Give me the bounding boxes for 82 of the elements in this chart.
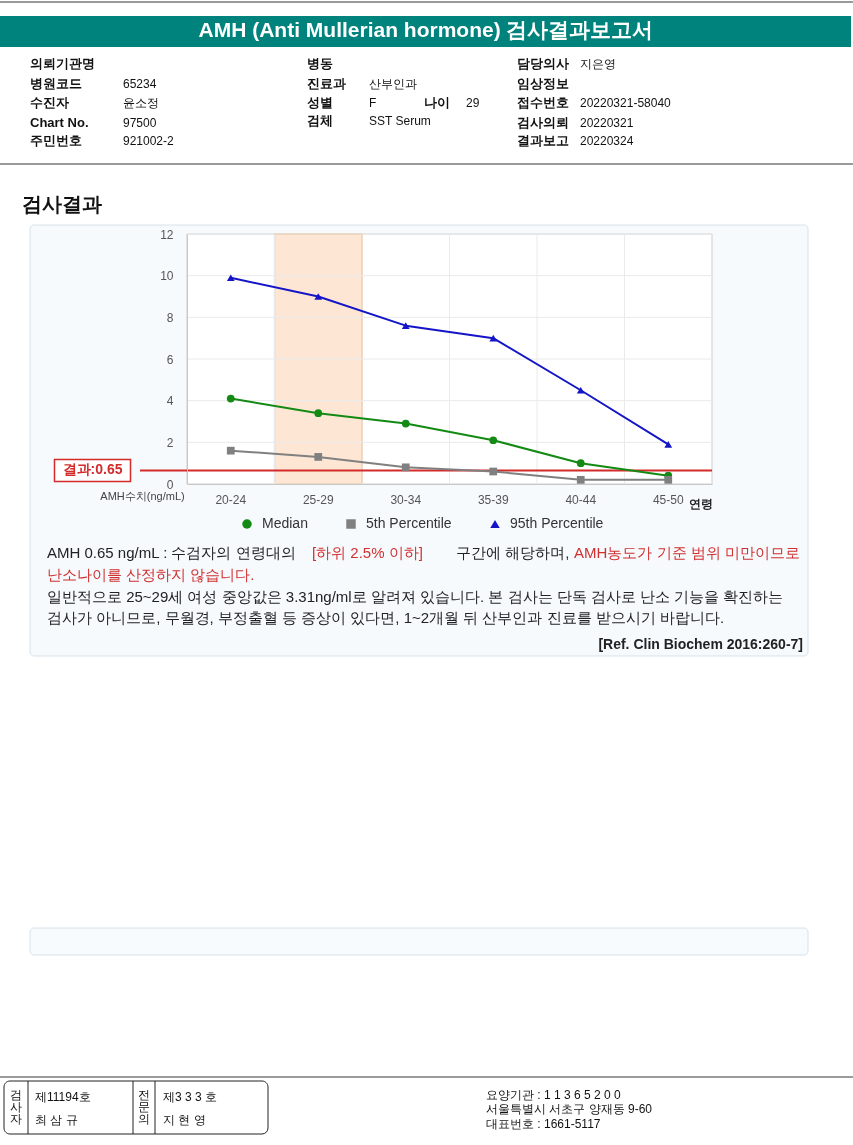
y-tick-label: 6 — [166, 352, 174, 367]
chart-subtitle: 검사결과 — [22, 193, 102, 215]
point — [314, 293, 323, 300]
text: 지 현 영 — [163, 1113, 206, 1127]
text: SST Serum — [369, 114, 431, 128]
text: [Ref. Clin Biochem 2016:260-7] — [598, 636, 803, 652]
legend-label: 95th Percentile — [510, 515, 604, 531]
point — [226, 394, 235, 403]
text: 제11194호 — [35, 1090, 91, 1104]
text: 서울특별시 서초구 양재동 9-60 — [486, 1102, 653, 1116]
text: 921002-2 — [123, 134, 175, 148]
text: 대표번호 : 1661-5117 — [486, 1117, 601, 1131]
text: 병동 — [307, 56, 333, 71]
point — [664, 475, 673, 484]
text: 병원코드 — [30, 76, 82, 91]
text: 20220324 — [580, 134, 634, 148]
text: 검사의뢰 — [517, 115, 569, 130]
text: 최 삼 규 — [35, 1113, 78, 1127]
text: AMH 0.65 ng/mL : 수검자의 연령대의 — [47, 544, 296, 561]
y-tick-label: 2 — [166, 435, 174, 450]
text: 전문의 — [138, 1088, 150, 1126]
point — [489, 467, 498, 476]
text: 수진자 — [30, 95, 69, 110]
text: 결과보고 — [517, 133, 569, 148]
text: 검사자 — [10, 1088, 22, 1126]
point — [664, 441, 673, 448]
text: 의뢰기관명 — [30, 56, 95, 71]
text: 검체 — [307, 113, 333, 128]
x-tick-label: 40-44 — [565, 492, 597, 507]
text: 65234 — [123, 77, 157, 91]
text: 성별 — [307, 95, 333, 110]
point — [314, 453, 323, 461]
chart-title: AMH (Anti Mullerian hormone) 검사결과보고서 — [198, 18, 654, 41]
text: 산부인과 — [369, 77, 417, 91]
x-tick-label: 30-34 — [390, 492, 422, 507]
text: 주민번호 — [30, 133, 82, 148]
point — [226, 274, 235, 282]
text: 검사가 아니므로, 무월경, 부정출혈 등 증상이 있다면, 1~2개월 뒤 산부인과 진료를 받으시기 바랍니다. — [47, 609, 725, 626]
x-tick-label: 25-29 — [302, 492, 334, 507]
text: AMH농도가 기준 범위 미만이므로 — [574, 544, 800, 561]
text: 97500 — [123, 116, 157, 130]
text: 진료과 — [307, 76, 346, 91]
text: 20220321 — [580, 116, 634, 130]
point — [489, 334, 498, 342]
text: 요양기관 : 1 1 3 6 5 2 0 0 — [486, 1088, 622, 1102]
text: 윤소정 — [123, 96, 159, 110]
text: 담당의사 — [517, 56, 569, 71]
point — [401, 419, 410, 428]
legend-label: 5th Percentile — [366, 515, 452, 531]
point — [401, 463, 410, 472]
text: 접수번호 — [517, 95, 569, 110]
text: 일반적으로 25~29세 여성 중앙값은 3.31ng/ml로 알려져 있습니다. 본 검사는 단독 검사로 난소 기능을 확진하는 — [47, 588, 784, 605]
text: 지은영 — [580, 57, 616, 71]
x-tick-label: 45-50 — [652, 492, 684, 507]
text: 나이 — [424, 95, 450, 110]
point — [576, 459, 585, 468]
point — [576, 475, 585, 484]
text: F — [369, 96, 377, 110]
y-tick-label: 12 — [160, 227, 174, 242]
text: [하위 2.5% 이하] — [312, 544, 423, 561]
y-tick-label: 8 — [166, 310, 174, 325]
text: 제3 3 3 호 — [163, 1090, 218, 1104]
y-tick-label: 10 — [160, 269, 174, 284]
x-tick-label: 20-24 — [215, 492, 247, 507]
text: 구간에 해당하며, — [456, 544, 570, 561]
x-tick-label: 35-39 — [477, 492, 509, 507]
point — [489, 436, 498, 445]
point — [226, 446, 235, 455]
x-axis-title: 연령 — [688, 496, 713, 511]
text: 난소나이를 산정하지 않습니다. — [47, 566, 255, 583]
point — [314, 409, 323, 418]
y-axis-title: AMH수치(ng/mL) — [100, 489, 185, 502]
text: Chart No. — [30, 115, 89, 130]
text: 29 — [466, 96, 480, 110]
legend-label: Median — [262, 515, 308, 531]
ref-line-label: 결과:0.65 — [62, 461, 123, 478]
point — [576, 386, 585, 394]
text: 임상정보 — [517, 76, 569, 91]
text: 20220321-58040 — [580, 96, 672, 110]
y-tick-label: 0 — [166, 477, 174, 492]
point — [401, 322, 410, 330]
y-tick-label: 4 — [166, 394, 174, 409]
